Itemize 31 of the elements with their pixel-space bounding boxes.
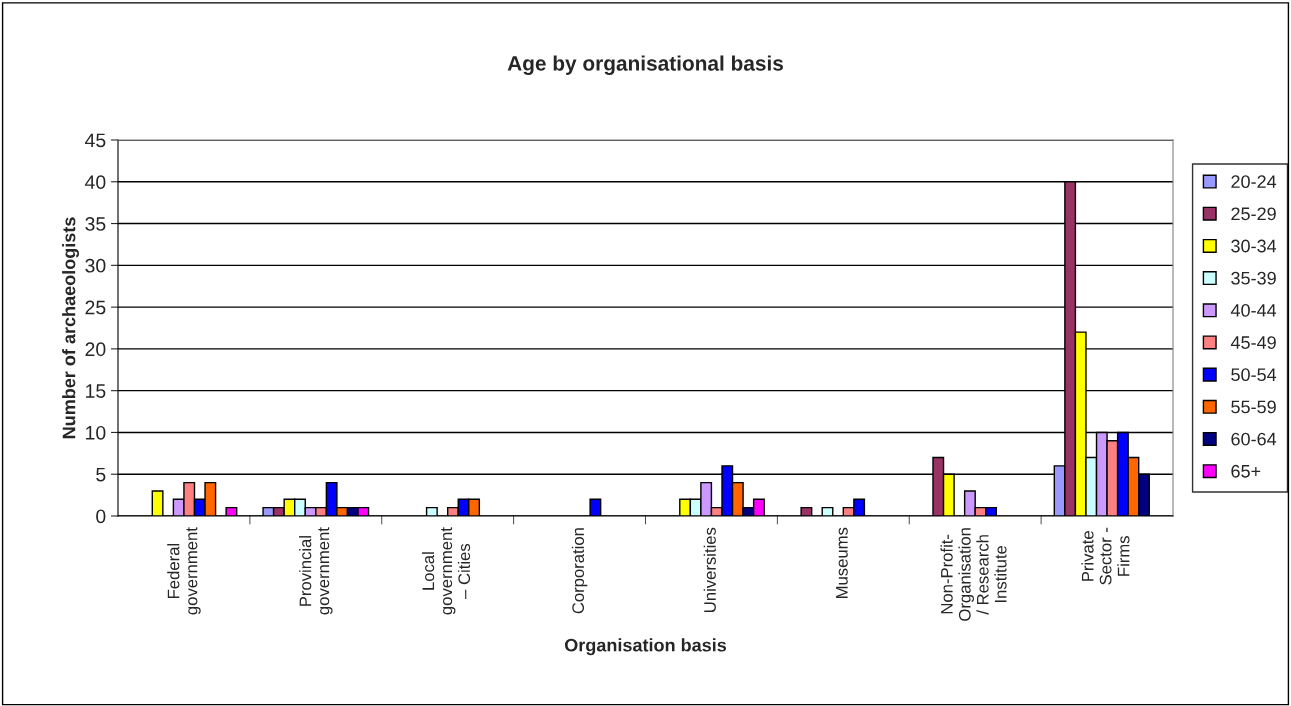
y-tick-label: 10 — [86, 425, 106, 440]
legend-label: 55-59 — [1231, 400, 1276, 414]
legend-label: 40-44 — [1230, 303, 1277, 317]
legend-label: 35-39 — [1231, 271, 1276, 285]
x-axis-title: Organisation basis — [564, 638, 727, 656]
y-tick-label: 40 — [85, 175, 106, 190]
x-tick-label: Corporation — [571, 528, 588, 614]
x-tick-label: Universities — [703, 527, 716, 612]
x-tick-label: Museums — [836, 527, 848, 598]
y-tick-label: 5 — [96, 467, 106, 482]
y-axis-title: Number of archaeologists — [62, 217, 80, 439]
y-tick-label: 15 — [86, 384, 106, 398]
y-tick-label: 0 — [96, 509, 106, 524]
legend-label: 45-49 — [1230, 336, 1276, 349]
legend-label: 25-29 — [1231, 207, 1276, 221]
legend-label: 65+ — [1231, 464, 1261, 478]
x-tick-label: Private Sector - Firms — [1081, 527, 1130, 585]
y-tick-label: 25 — [85, 300, 106, 315]
x-tick-label: Provincial government — [299, 527, 333, 615]
y-tick-label: 35 — [85, 217, 106, 231]
x-tick-label: Federal government — [167, 527, 201, 615]
x-tick-label: Non-Profit- Organisation / Research Institute — [940, 528, 1007, 621]
legend-label: 30-34 — [1231, 239, 1277, 253]
legend-label: 60-64 — [1231, 432, 1277, 446]
y-tick-label: 20 — [85, 342, 106, 357]
legend-label: 50-54 — [1231, 368, 1277, 382]
y-tick-label: 45 — [85, 133, 106, 148]
y-tick-label: 30 — [85, 258, 106, 273]
chart-title: Age by organisational basis — [507, 55, 783, 75]
x-tick-label: Local government – Cities — [421, 527, 471, 615]
legend-label: 20-24 — [1231, 175, 1277, 189]
